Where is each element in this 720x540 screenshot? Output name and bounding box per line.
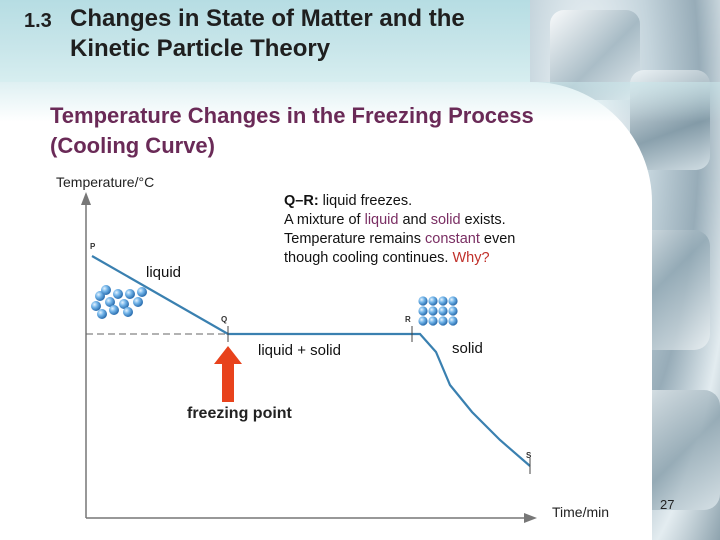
freezing-point-label: freezing point [187,405,292,422]
point-label-r: R [405,315,411,324]
point-label-p: P [90,242,96,251]
liquid-particles-icon [91,285,147,319]
freezing-point-arrow-icon [214,346,242,402]
section-number: 1.3 [24,10,52,32]
cooling-curve-line [91,255,531,467]
x-axis-label: Time/min [552,504,610,520]
point-label-s: S [526,451,532,460]
x-axis-arrow-icon [524,513,537,523]
why-question: Why? [452,250,490,266]
solid-particles-icon [418,296,458,326]
slide-subtitle: Temperature Changes in the Freezing Proc… [50,103,534,158]
note-heading: Q–R: [284,193,319,209]
y-axis-arrow-icon [81,192,91,205]
highlight-solid: solid [430,212,461,228]
page-number: 27 [660,497,675,512]
y-axis-label: Temperature/°C [56,174,155,190]
region-label-liquid-solid: liquid + solid [258,342,341,359]
point-label-q: Q [221,315,227,324]
highlight-liquid: liquid [364,212,399,228]
highlight-constant: constant [425,231,480,247]
region-label-solid: solid [452,340,483,357]
slide-title: Changes in State of Matter and the Kinet… [70,5,465,62]
content-area [0,82,652,540]
region-label-liquid: liquid [146,264,182,281]
explanation-note: Q–R: liquid freezes. A mixture of liquid… [284,193,516,266]
